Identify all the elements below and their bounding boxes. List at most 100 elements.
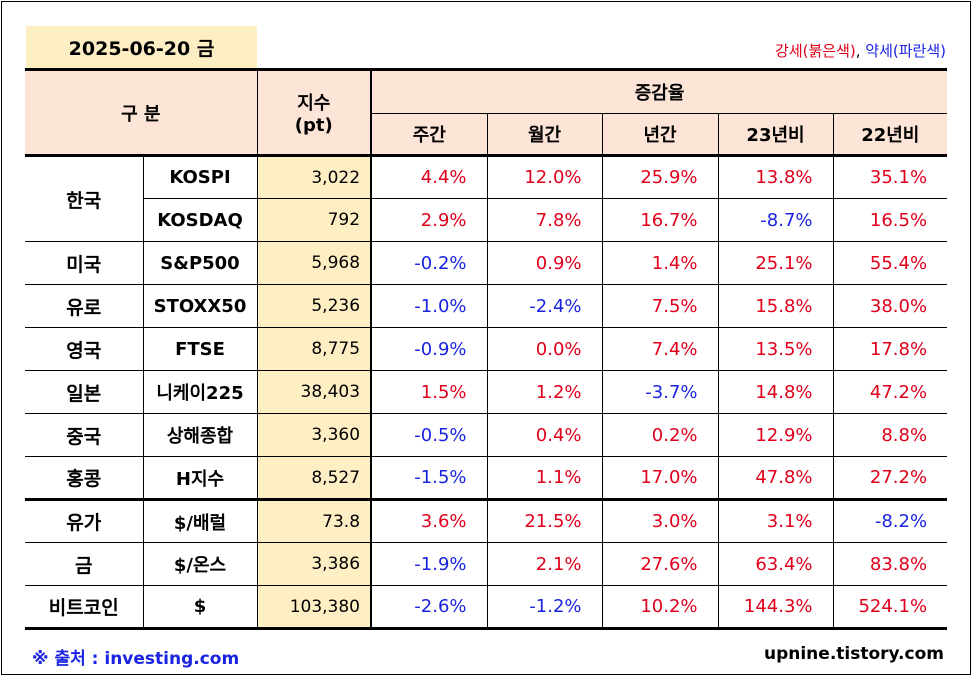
row-index-value: 3,022	[257, 155, 373, 199]
legend-weak: 약세(파란색)	[865, 42, 946, 60]
row-region: 금	[25, 542, 144, 586]
row-change-년간: 27.6%	[602, 542, 719, 586]
row-index-value: 5,236	[257, 284, 373, 328]
table-row: 홍콩 H지수 8,527 -1.5% 1.1% 17.0% 47.8% 27.2%	[25, 456, 948, 500]
row-region: 비트코인	[25, 585, 144, 630]
row-change-주간: -1.5%	[371, 456, 488, 500]
source-note: ※ 출처 : investing.com	[32, 649, 240, 669]
row-region: 미국	[25, 241, 144, 285]
row-index-value: 8,527	[257, 456, 373, 500]
row-change-년간: 1.4%	[602, 241, 719, 285]
row-change-23년비: 25.1%	[718, 241, 834, 285]
row-change-22년비: 38.0%	[833, 284, 948, 328]
row-change-23년비: 63.4%	[718, 542, 834, 586]
row-change-월간: 21.5%	[487, 498, 603, 543]
row-change-월간: -2.4%	[487, 284, 603, 328]
row-ticker: KOSPI	[143, 155, 258, 199]
row-change-주간: 4.4%	[371, 155, 488, 199]
row-change-22년비: 27.2%	[833, 456, 948, 500]
table-row: 일본 니케이225 38,403 1.5% 1.2% -3.7% 14.8% 47.2%	[25, 370, 948, 414]
row-change-년간: 7.5%	[602, 284, 719, 328]
row-change-22년비: 83.8%	[833, 542, 948, 586]
row-change-23년비: 13.5%	[718, 327, 834, 371]
table-row: 금 $/온스 3,386 -1.9% 2.1% 27.6% 63.4% 83.8%	[25, 542, 948, 586]
header-col-4: 22년비	[833, 113, 948, 157]
row-change-월간: -1.2%	[487, 585, 603, 630]
row-change-월간: 2.1%	[487, 542, 603, 586]
row-region: 한국	[25, 155, 144, 242]
row-region: 홍콩	[25, 456, 144, 500]
row-change-월간: 0.0%	[487, 327, 603, 371]
row-change-22년비: 16.5%	[833, 198, 948, 242]
row-change-년간: 25.9%	[602, 155, 719, 199]
row-change-주간: -0.5%	[371, 413, 488, 457]
row-change-23년비: 15.8%	[718, 284, 834, 328]
row-index-value: 3,386	[257, 542, 373, 586]
row-change-년간: -3.7%	[602, 370, 719, 414]
row-change-월간: 1.2%	[487, 370, 603, 414]
row-change-월간: 0.4%	[487, 413, 603, 457]
header-col-2: 년간	[602, 113, 719, 157]
table-row: 유로 STOXX50 5,236 -1.0% -2.4% 7.5% 15.8% 38.0%	[25, 284, 948, 328]
row-index-value: 792	[257, 198, 373, 242]
row-region: 영국	[25, 327, 144, 371]
row-ticker: 니케이225	[143, 370, 258, 414]
row-change-주간: -0.9%	[371, 327, 488, 371]
row-change-월간: 1.1%	[487, 456, 603, 500]
row-index-value: 8,775	[257, 327, 373, 371]
report-date: 2025-06-20 금	[26, 26, 257, 68]
row-change-23년비: 14.8%	[718, 370, 834, 414]
table-row: KOSDAQ 792 2.9% 7.8% 16.7% -8.7% 16.5%	[25, 198, 948, 242]
row-ticker: STOXX50	[143, 284, 258, 328]
row-region: 일본	[25, 370, 144, 414]
row-change-23년비: 144.3%	[718, 585, 834, 630]
row-change-22년비: 8.8%	[833, 413, 948, 457]
header-col-1: 월간	[487, 113, 603, 157]
row-change-22년비: 524.1%	[833, 585, 948, 630]
row-change-주간: -1.9%	[371, 542, 488, 586]
row-change-년간: 17.0%	[602, 456, 719, 500]
row-change-월간: 0.9%	[487, 241, 603, 285]
row-change-년간: 7.4%	[602, 327, 719, 371]
market-table: 구 분 지수 (pt) 증감율 주간 월간 년간 23년비 22년비 한국 KOSPI 3,…	[25, 68, 948, 630]
legend-strong: 강세(붉은색)	[775, 42, 856, 60]
row-ticker: FTSE	[143, 327, 258, 371]
table-row: 중국 상해종합 3,360 -0.5% 0.4% 0.2% 12.9% 8.8%	[25, 413, 948, 457]
row-region: 유가	[25, 498, 144, 543]
header-col-3: 23년비	[718, 113, 834, 157]
row-ticker: S&P500	[143, 241, 258, 285]
row-ticker: KOSDAQ	[143, 198, 258, 242]
table-row: 비트코인 $103,380 -2.6% -1.2% 10.2% 144.3% 524.1%	[25, 585, 948, 630]
row-change-년간: 16.7%	[602, 198, 719, 242]
row-change-22년비: 35.1%	[869, 167, 928, 188]
row-ticker: 상해종합	[143, 413, 258, 457]
row-change-주간: 3.6%	[371, 498, 488, 543]
row-change-23년비: 13.8%	[718, 155, 834, 199]
row-index-value: 3,360	[257, 413, 373, 457]
row-change-년간: 10.2%	[602, 585, 719, 630]
row-change-주간: -1.0%	[371, 284, 488, 328]
header-index: 지수 (pt)	[257, 68, 373, 157]
row-ticker: H지수	[143, 456, 258, 500]
row-index-value: 73.8	[257, 498, 373, 543]
row-index-value: 103,380	[257, 585, 373, 630]
row-change-23년비: 3.1%	[718, 498, 834, 543]
table-row: 유가 $/배럴 73.8 3.6% 21.5% 3.0% 3.1% -8.2%	[25, 498, 948, 543]
table-row: 한국 KOSPI 3,022 4.4% 12.0% 25.9% 13.8% 35.1%	[25, 155, 947, 242]
header-change-group: 증감율	[371, 68, 948, 114]
row-change-주간: 1.5%	[371, 370, 488, 414]
header-index-line2: (pt)	[294, 115, 333, 136]
row-region: 중국	[25, 413, 144, 457]
legend-separator: ,	[855, 42, 866, 60]
row-change-23년비: -8.7%	[718, 198, 834, 242]
row-change-주간: -2.6%	[371, 585, 488, 630]
row-change-23년비: 12.9%	[718, 413, 834, 457]
row-change-22년비: 47.2%	[833, 370, 948, 414]
row-ticker: $	[143, 585, 258, 630]
row-change-22년비: 55.4%	[833, 241, 948, 285]
table-row: 미국 S&P500 5,968 -0.2% 0.9% 1.4% 25.1% 55.4%	[25, 241, 948, 285]
row-change-22년비: -8.2%	[833, 498, 948, 543]
header-index-line1: 지수	[297, 93, 331, 114]
color-legend: 강세(붉은색), 약세(파란색)	[775, 40, 946, 61]
table-row: 영국 FTSE 8,775 -0.9% 0.0% 7.4% 13.5% 17.8%	[25, 327, 948, 371]
